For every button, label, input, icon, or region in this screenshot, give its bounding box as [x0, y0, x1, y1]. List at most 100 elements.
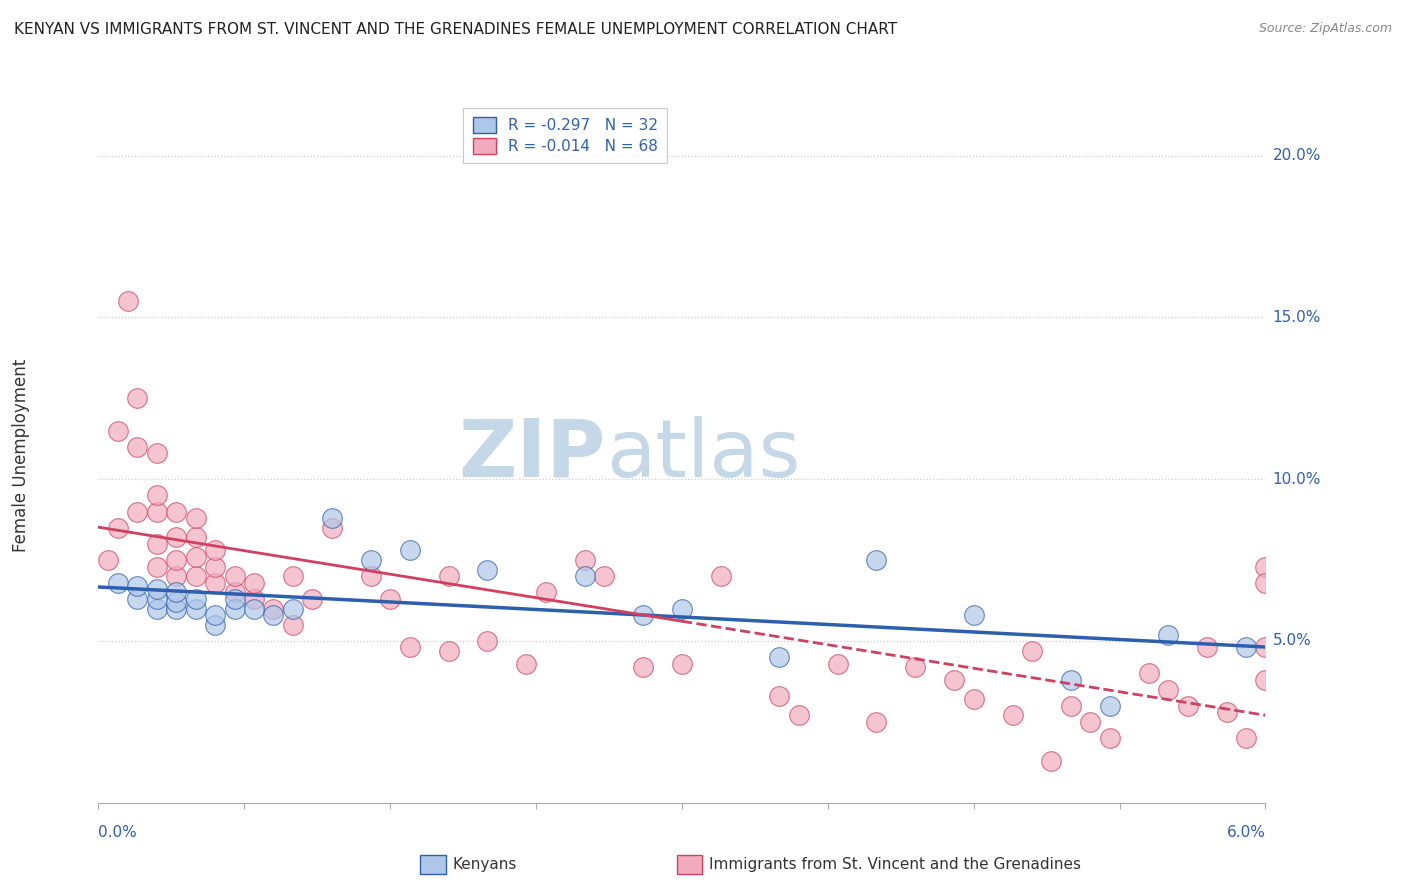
Point [360, 569, 382, 583]
Point [301, 591, 323, 606]
Point [184, 569, 207, 583]
Point [1001, 708, 1024, 723]
Point [1254, 559, 1277, 574]
Point [865, 714, 887, 729]
Point [146, 504, 169, 518]
Point [1021, 643, 1043, 657]
Point [1040, 754, 1063, 768]
Point [146, 591, 169, 606]
Point [962, 608, 984, 623]
Point [281, 617, 304, 632]
Point [1177, 698, 1199, 713]
Text: Immigrants from St. Vincent and the Grenadines: Immigrants from St. Vincent and the Gren… [709, 857, 1081, 871]
Point [127, 591, 149, 606]
Point [262, 608, 284, 623]
Point [165, 601, 187, 615]
Point [127, 440, 149, 454]
Point [281, 601, 304, 615]
Text: 10.0%: 10.0% [1272, 472, 1320, 487]
Text: Kenyans: Kenyans [453, 857, 517, 871]
Point [224, 601, 246, 615]
Point [243, 601, 266, 615]
Point [165, 553, 187, 567]
Point [710, 569, 733, 583]
Point [224, 569, 246, 583]
Text: KENYAN VS IMMIGRANTS FROM ST. VINCENT AND THE GRENADINES FEMALE UNEMPLOYMENT COR: KENYAN VS IMMIGRANTS FROM ST. VINCENT AN… [14, 22, 897, 37]
Point [97, 553, 120, 567]
Point [107, 575, 129, 590]
Point [1098, 731, 1121, 745]
Point [184, 591, 207, 606]
Point [262, 601, 284, 615]
Point [243, 575, 266, 590]
Point [1254, 673, 1277, 687]
Point [398, 543, 420, 558]
Point [360, 553, 382, 567]
Point [204, 543, 226, 558]
Point [224, 585, 246, 599]
Point [1254, 640, 1277, 655]
Point [243, 591, 266, 606]
Legend: R = -0.297   N = 32, R = -0.014   N = 68: R = -0.297 N = 32, R = -0.014 N = 68 [464, 108, 666, 163]
Point [631, 660, 654, 674]
Text: ZIP: ZIP [458, 416, 606, 494]
Point [768, 689, 790, 703]
Point [593, 569, 616, 583]
Point [1195, 640, 1218, 655]
Text: atlas: atlas [606, 416, 800, 494]
Text: Female Unemployment: Female Unemployment [13, 359, 30, 551]
Point [321, 511, 343, 525]
Point [127, 504, 149, 518]
Point [204, 559, 226, 574]
Point [127, 579, 149, 593]
Point [184, 531, 207, 545]
Point [146, 559, 169, 574]
Point [127, 392, 149, 406]
Point [768, 650, 790, 665]
Point [107, 424, 129, 438]
Point [943, 673, 966, 687]
Text: 6.0%: 6.0% [1226, 825, 1265, 840]
Point [1098, 698, 1121, 713]
Point [477, 563, 499, 577]
Point [146, 537, 169, 551]
Point [904, 660, 927, 674]
Text: 5.0%: 5.0% [1272, 633, 1312, 648]
Point [146, 446, 169, 460]
Point [671, 657, 693, 671]
Point [204, 575, 226, 590]
Point [1215, 705, 1237, 719]
Point [378, 591, 402, 606]
Point [184, 511, 207, 525]
Text: Source: ZipAtlas.com: Source: ZipAtlas.com [1258, 22, 1392, 36]
Point [165, 504, 187, 518]
Point [321, 521, 343, 535]
Point [827, 657, 849, 671]
Point [1060, 673, 1083, 687]
Point [437, 569, 460, 583]
Point [184, 601, 207, 615]
Point [224, 591, 246, 606]
Point [534, 585, 557, 599]
Point [184, 549, 207, 564]
Point [146, 601, 169, 615]
Point [671, 601, 693, 615]
Point [865, 553, 887, 567]
Point [146, 488, 169, 502]
Point [437, 643, 460, 657]
Point [107, 521, 129, 535]
Point [1080, 714, 1102, 729]
Point [1060, 698, 1083, 713]
Point [1254, 575, 1277, 590]
Point [398, 640, 420, 655]
Text: 20.0%: 20.0% [1272, 148, 1320, 163]
Point [204, 608, 226, 623]
Point [574, 569, 596, 583]
Point [165, 569, 187, 583]
Point [165, 531, 187, 545]
Point [165, 595, 187, 609]
Point [631, 608, 654, 623]
Point [515, 657, 537, 671]
Point [1157, 682, 1180, 697]
Point [787, 708, 810, 723]
